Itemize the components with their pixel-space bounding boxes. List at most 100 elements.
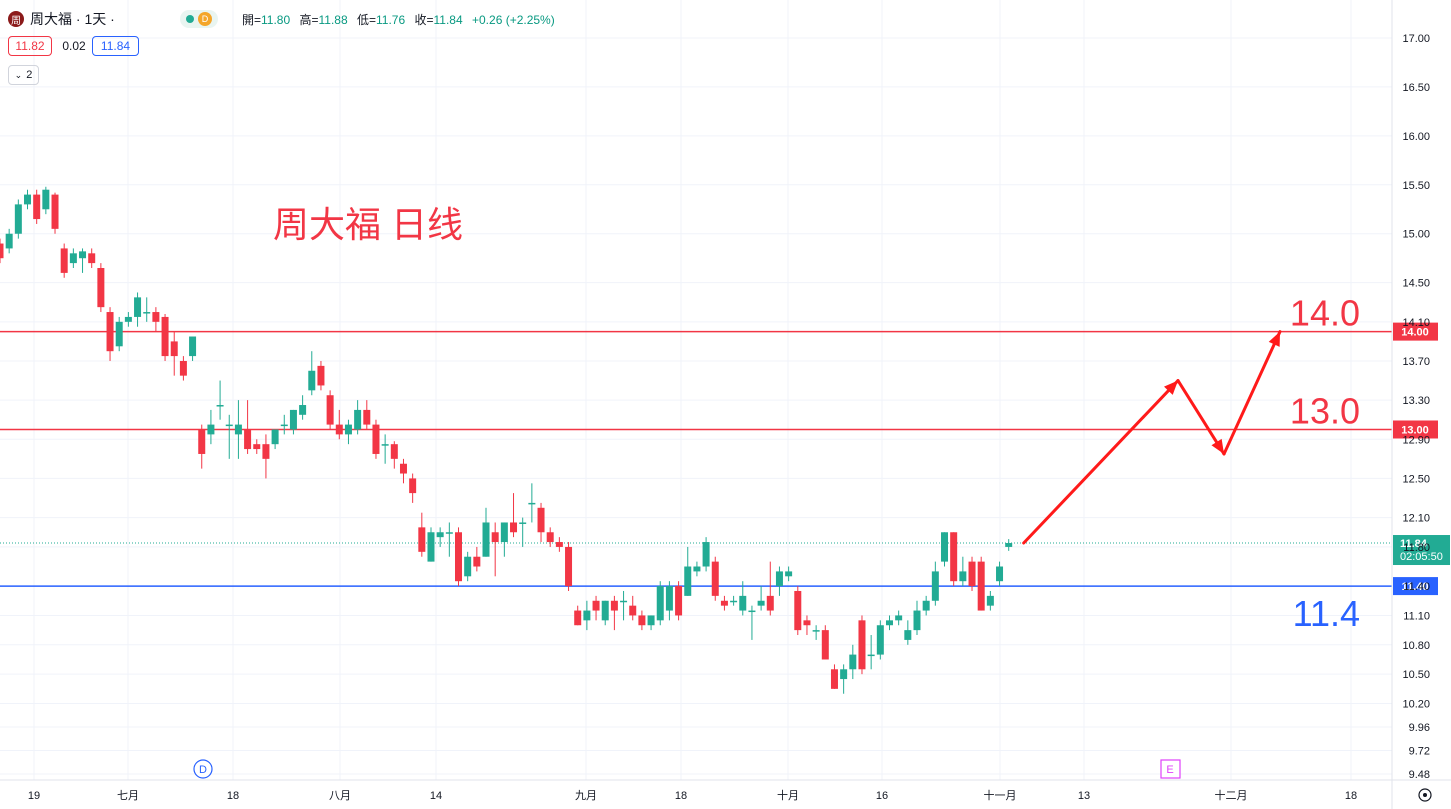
price-level-tag — [1393, 420, 1438, 439]
candle-body — [510, 522, 518, 533]
candle-body — [1005, 543, 1013, 547]
sell-price-button[interactable]: 11.82 — [8, 36, 52, 56]
market-status-pill[interactable]: D — [180, 10, 218, 28]
candle-body — [280, 424, 288, 427]
price-axis-label: 12.50 — [1402, 473, 1430, 485]
candle-body — [418, 527, 426, 552]
open-label: 開= — [242, 13, 262, 27]
candle-body — [766, 595, 774, 611]
bar-countdown: 02:05:50 — [1400, 551, 1443, 563]
time-axis-label: 18 — [1345, 790, 1357, 802]
time-axis-label: 19 — [28, 790, 40, 802]
candle-body — [491, 532, 499, 543]
candle-body — [115, 321, 123, 347]
price-level-annotation: 11.4 — [1293, 593, 1360, 634]
candle-body — [620, 600, 628, 603]
candle-body — [574, 610, 582, 626]
candle-body — [904, 630, 912, 640]
data-delay-badge: D — [198, 12, 212, 26]
symbol-legend[interactable]: 周 周大福 · 1天 · — [8, 9, 115, 29]
price-axis-label: 12.90 — [1402, 434, 1430, 446]
candle-body — [170, 341, 178, 357]
candle-body — [702, 542, 710, 567]
candle-body — [381, 444, 389, 446]
candle-body — [785, 571, 793, 577]
candle-body — [409, 478, 417, 494]
price-level-tag — [1393, 322, 1438, 341]
candle-body — [555, 542, 563, 547]
candle-body — [931, 571, 939, 601]
candle-body — [629, 605, 637, 616]
candle-body — [271, 429, 279, 445]
candle-body — [317, 365, 325, 386]
time-axis-label: 14 — [430, 790, 442, 802]
price-axis-label: 15.50 — [1402, 180, 1430, 192]
candle-body — [665, 586, 673, 611]
price-level-tag-label: 14.00 — [1401, 327, 1429, 339]
candle-body — [372, 424, 380, 454]
candle-body — [977, 561, 985, 611]
candle-body — [693, 566, 701, 572]
candle-body — [51, 194, 59, 229]
candle-body — [299, 405, 307, 415]
candle-body — [207, 424, 215, 435]
price-axis-label: 9.48 — [1409, 769, 1430, 781]
price-axis-label: 11.10 — [1403, 610, 1430, 622]
settings-gear-icon[interactable] — [1418, 788, 1432, 802]
time-axis-label: 18 — [227, 790, 239, 802]
projection-arrow-segment — [1222, 330, 1282, 456]
price-axis-label: 13.30 — [1402, 395, 1430, 407]
candle-body — [913, 610, 921, 631]
price-axis-label: 10.20 — [1402, 699, 1430, 711]
candle-body — [24, 194, 32, 205]
price-axis-label: 17.00 — [1402, 33, 1430, 45]
time-axis-label: 18 — [675, 790, 687, 802]
time-axis-label: 九月 — [575, 789, 597, 802]
price-axis-label: 9.96 — [1409, 722, 1430, 734]
candle-body — [33, 194, 41, 220]
chart-annotation-title: 周大福 日线 — [273, 204, 463, 245]
candle-body — [638, 615, 646, 626]
candle-body — [812, 630, 820, 632]
ohlc-values: 開=11.80 高=11.88 低=11.76 收=11.84 +0.26 (+… — [236, 11, 555, 28]
current-price-value: 11.84 — [1400, 538, 1428, 550]
price-axis-label: 11.40 — [1403, 581, 1430, 593]
candle-body — [482, 522, 490, 557]
candle-body — [134, 297, 142, 317]
arrow-head-icon — [1164, 380, 1178, 395]
candle-body — [354, 409, 362, 430]
price-level-tag — [1393, 577, 1438, 596]
candle-body — [583, 610, 591, 621]
earnings-marker-icon[interactable] — [1160, 759, 1181, 779]
low-value: 11.76 — [376, 13, 406, 27]
candle-body — [363, 409, 371, 425]
candle-body — [565, 546, 573, 587]
buy-price-button[interactable]: 11.84 — [92, 36, 139, 56]
candle-body — [445, 532, 453, 534]
high-label: 高= — [299, 13, 319, 27]
candle-body — [79, 251, 87, 259]
candle-body — [546, 532, 554, 543]
candle-body — [161, 316, 169, 357]
low-label: 低= — [357, 13, 377, 27]
price-axis-label: 12.10 — [1402, 513, 1430, 525]
candle-body — [326, 395, 334, 425]
candle-body — [189, 336, 197, 357]
candle-body — [592, 600, 600, 611]
price-axis-label: 15.00 — [1402, 229, 1430, 241]
candle-body — [152, 312, 160, 322]
candle-body — [427, 532, 435, 562]
arrow-head-icon — [1211, 438, 1224, 454]
candle-body — [821, 630, 829, 660]
dividend-marker-icon[interactable] — [193, 759, 213, 779]
candle-body — [858, 620, 866, 670]
indicators-toggle-button[interactable]: ⌄ 2 — [8, 65, 39, 85]
symbol-logo-icon: 周 — [8, 11, 24, 27]
candle-body — [711, 561, 719, 596]
symbol-title[interactable]: 周大福 · 1天 · — [30, 11, 115, 27]
price-axis-label: 16.50 — [1402, 82, 1430, 94]
candle-body — [124, 316, 132, 322]
candle-body — [344, 424, 352, 435]
candle-body — [335, 424, 343, 435]
